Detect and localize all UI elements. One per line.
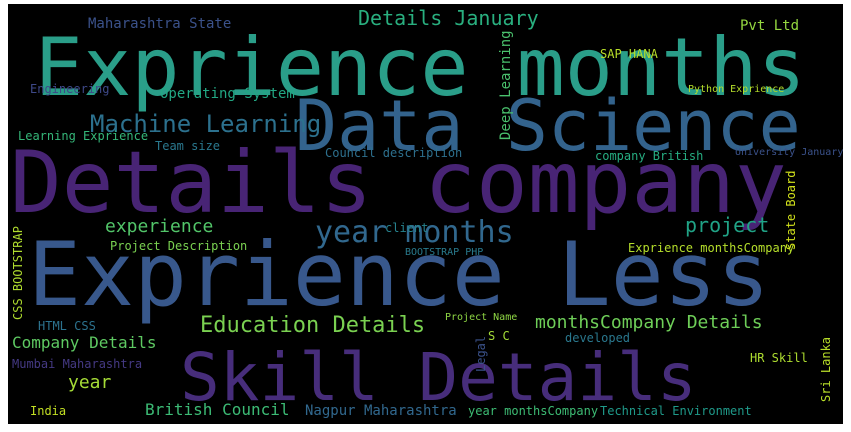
word: CSS BOOTSTRAP [11,226,25,320]
word: Company Details [12,333,157,352]
word: Data Science [295,85,801,167]
word: Learning Exprience [18,129,148,143]
word: company British [595,149,703,163]
word: Details company [10,133,787,233]
word: Engineering [30,82,109,96]
word: Technical Environment [600,404,752,418]
word: British Council [145,400,290,419]
word: Education Details [200,313,425,338]
word: Deep Learning [498,30,514,140]
word: Sri Lanka [819,337,833,402]
word: BOOTSTRAP PHP [405,247,483,258]
word: Legal [474,336,488,372]
word: Pvt Ltd [740,18,799,34]
word: Nagpur Maharashtra [305,403,457,419]
word: year months [315,215,514,250]
word: HTML CSS [38,319,96,333]
word: SAP HANA [600,47,659,61]
word: HR Skill [750,351,808,365]
word: monthsCompany Details [535,312,763,333]
word: University January [735,147,843,158]
word: Details January [358,6,539,30]
word: Exprience monthsCompany [628,241,794,255]
cloud-background [8,4,843,424]
word: S C [488,329,510,343]
word: State Board [784,171,798,250]
word: Machine Learning [90,110,321,138]
word: client [385,221,428,235]
word: Team size [155,139,220,153]
word: experience [105,216,213,237]
word: year [68,372,112,393]
word: Council description [325,146,462,160]
word: Exprience Less [28,223,770,326]
word: developed [565,331,630,345]
word: Exprience months [35,21,806,114]
word: year monthsCompany [468,404,598,418]
word: Mumbai Maharashtra [12,357,142,371]
word: India [30,404,66,418]
word: Project Name [445,312,517,323]
word: Project Description [110,239,247,253]
word: project [685,213,769,237]
word: Skill Details [180,339,697,416]
word: Operating System [160,86,295,102]
word: Maharashtra State [88,16,231,32]
word: Python Exprience [688,84,784,95]
